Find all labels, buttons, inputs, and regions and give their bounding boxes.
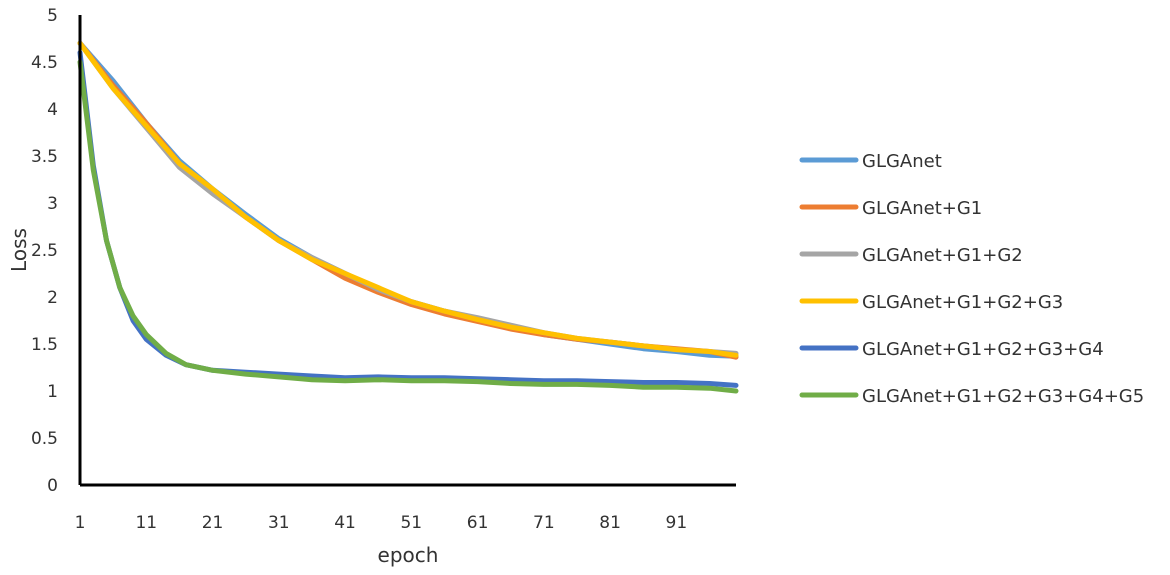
legend-label-4: GLGAnet+G1+G2+G3 xyxy=(862,292,1063,313)
x-tick-labels: 1 11 21 31 41 51 61 71 81 91 xyxy=(75,513,688,533)
x-tick-label: 61 xyxy=(467,513,489,533)
legend-label-2: GLGAnet+G1 xyxy=(862,198,982,219)
legend: GLGAnet GLGAnet+G1 GLGAnet+G1+G2 GLGAnet+G1… xyxy=(799,151,1144,407)
x-tick-label: 11 xyxy=(135,513,157,533)
x-tick-label: 1 xyxy=(75,513,86,533)
series-line-1 xyxy=(77,40,739,359)
x-tick-label: 31 xyxy=(268,513,290,533)
y-tick-label: 0.5 xyxy=(31,429,58,449)
y-axis-title: Loss xyxy=(7,228,31,272)
x-tick-label: 21 xyxy=(202,513,224,533)
x-tick-label: 91 xyxy=(666,513,688,533)
series-line-6 xyxy=(77,59,739,394)
x-axis-title: epoch xyxy=(378,543,439,567)
x-tick-label: 81 xyxy=(599,513,621,533)
y-tick-label: 2 xyxy=(47,288,58,308)
y-tick-label: 4.5 xyxy=(31,53,58,73)
y-tick-label: 3 xyxy=(47,194,58,214)
series-line-5 xyxy=(77,50,739,388)
y-tick-label: 5 xyxy=(47,6,58,26)
legend-label-3: GLGAnet+G1+G2 xyxy=(862,245,1023,266)
series-layer xyxy=(77,40,739,394)
y-tick-label: 4 xyxy=(47,100,58,120)
legend-label-5: GLGAnet+G1+G2+G3+G4 xyxy=(862,339,1104,360)
y-tick-label: 2.5 xyxy=(31,241,58,261)
series-line-3 xyxy=(77,40,739,356)
x-tick-label: 41 xyxy=(334,513,356,533)
y-tick-label: 0 xyxy=(47,476,58,496)
y-tick-label: 1.5 xyxy=(31,335,58,355)
x-tick-label: 51 xyxy=(400,513,422,533)
series-line-4 xyxy=(77,40,739,358)
legend-label-6: GLGAnet+G1+G2+G3+G4+G5 xyxy=(862,386,1144,407)
y-tick-label: 3.5 xyxy=(31,147,58,167)
legend-label-1: GLGAnet xyxy=(862,151,942,172)
x-tick-label: 71 xyxy=(533,513,555,533)
series-line-2 xyxy=(77,40,739,360)
y-tick-labels: 0 0.5 1 1.5 2 2.5 3 3.5 4 4.5 5 xyxy=(31,6,58,496)
axes-layer xyxy=(78,15,736,487)
y-tick-label: 1 xyxy=(47,382,58,402)
